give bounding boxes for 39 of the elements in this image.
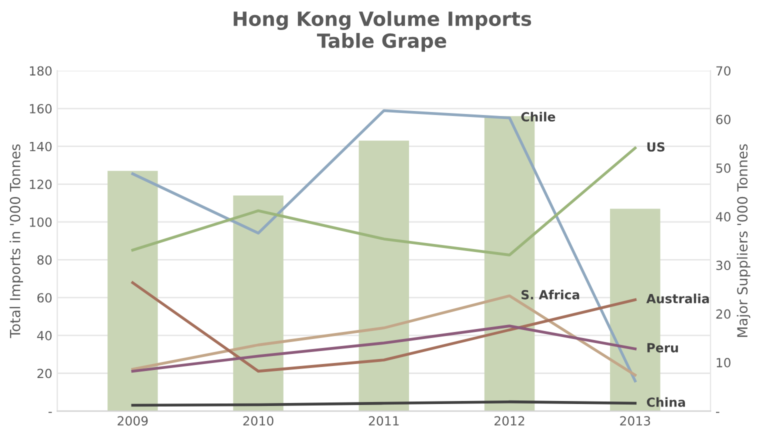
y-axis-title: Total Imports in '000 Tonnes [10,144,24,338]
series-label: China [646,397,685,407]
series-label: Peru [647,343,678,352]
y2-tick-label: 10 [716,358,730,368]
y-tick-label: 140 [30,142,52,152]
y-tick-label: - [48,412,52,413]
bar [108,170,158,412]
series-label: US [647,142,664,152]
y2-axis-title: Major Suppliers '000 Tonnes [736,144,750,337]
line-series [131,324,637,373]
y2-tick-label: 20 [716,309,730,319]
y-tick-label: 160 [30,104,52,114]
y-tick-label: 80 [37,255,52,265]
bar [233,196,284,412]
x-tick-label: 2009 [118,416,148,426]
x-tick-label: 2011 [368,416,399,426]
x-tick-label: 2012 [494,416,524,426]
y2-tick-label: 40 [716,212,730,222]
line-series [131,146,637,256]
y-tick-label: 60 [37,293,52,303]
y-tick-label: 20 [37,368,52,378]
x-tick-label: 2010 [243,416,274,426]
y2-tick-label: 70 [716,66,730,76]
y2-tick-label: 60 [716,114,730,124]
y-tick-label: 180 [30,66,52,76]
series-label: S. Africa [522,290,580,300]
y-tick-label: 120 [30,180,52,190]
y2-tick-label: 50 [716,163,730,173]
x-tick-label: 2013 [620,416,650,426]
line-series [131,109,637,382]
y-tick-label: 40 [37,330,52,340]
line-series [131,281,637,373]
series-label: Australia [646,294,709,304]
chart-title: Hong Kong Volume Imports Table Grape [234,11,532,52]
y-tick-label: 100 [30,217,52,227]
series-label: Chile [521,112,556,122]
y2-tick-label: 30 [716,260,730,270]
y2-tick-label: - [716,412,720,413]
bar [358,140,410,412]
